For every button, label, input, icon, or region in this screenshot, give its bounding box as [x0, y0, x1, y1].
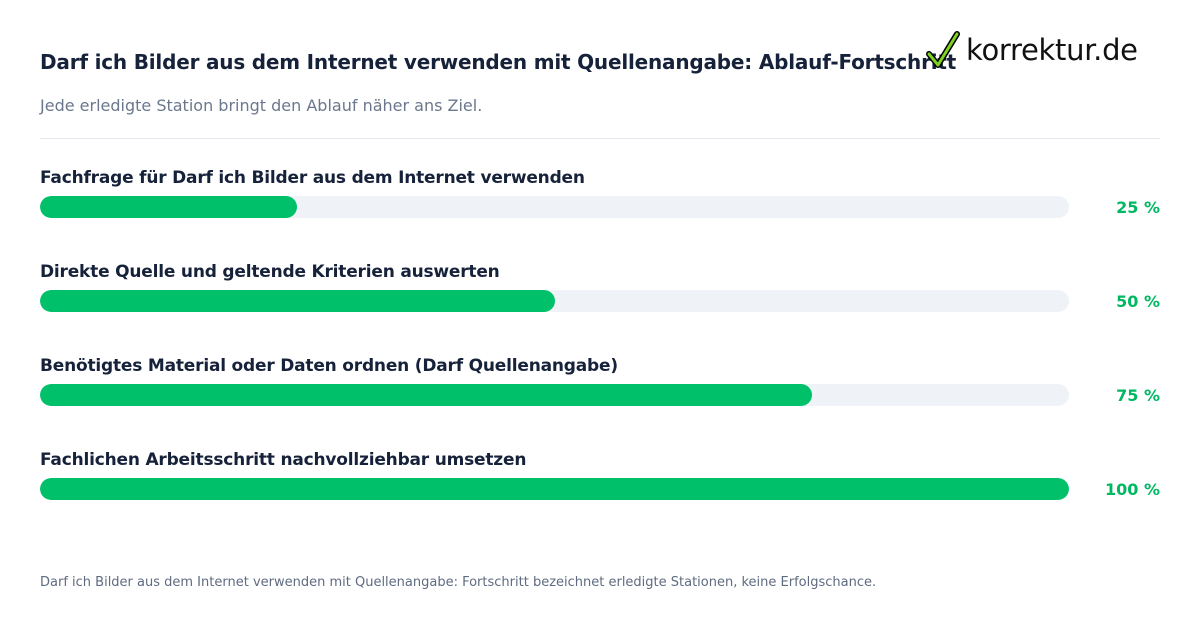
logo-text: korrektur.de: [966, 33, 1138, 67]
bar-fill: [40, 478, 1069, 500]
bar-fill: [40, 290, 555, 312]
brand-logo: korrektur.de: [926, 30, 1138, 70]
bar-track: [40, 290, 1069, 312]
bar-value-label: 50 %: [1116, 292, 1160, 311]
bar-track: [40, 196, 1069, 218]
bar-value-label: 75 %: [1116, 386, 1160, 405]
checkmark-icon: [926, 31, 960, 68]
bar-label: Direkte Quelle und geltende Kriterien au…: [40, 262, 500, 282]
chart-subtitle: Jede erledigte Station bringt den Ablauf…: [40, 96, 483, 115]
bar-value-label: 25 %: [1116, 198, 1160, 217]
bar-fill: [40, 196, 297, 218]
bar-fill: [40, 384, 812, 406]
chart-title: Darf ich Bilder aus dem Internet verwend…: [40, 50, 957, 74]
bar-label: Benötigtes Material oder Daten ordnen (D…: [40, 356, 618, 376]
bar-label: Fachlichen Arbeitsschritt nachvollziehba…: [40, 450, 527, 470]
progress-row: Benötigtes Material oder Daten ordnen (D…: [40, 356, 1160, 416]
progress-row: Direkte Quelle und geltende Kriterien au…: [40, 262, 1160, 322]
bar-label: Fachfrage für Darf ich Bilder aus dem In…: [40, 168, 585, 188]
footnote: Darf ich Bilder aus dem Internet verwend…: [40, 575, 877, 590]
progress-row: Fachlichen Arbeitsschritt nachvollziehba…: [40, 450, 1160, 510]
progress-row: Fachfrage für Darf ich Bilder aus dem In…: [40, 168, 1160, 228]
bar-track: [40, 478, 1069, 500]
header-divider: [40, 138, 1160, 139]
bar-value-label: 100 %: [1105, 480, 1160, 499]
bar-track: [40, 384, 1069, 406]
